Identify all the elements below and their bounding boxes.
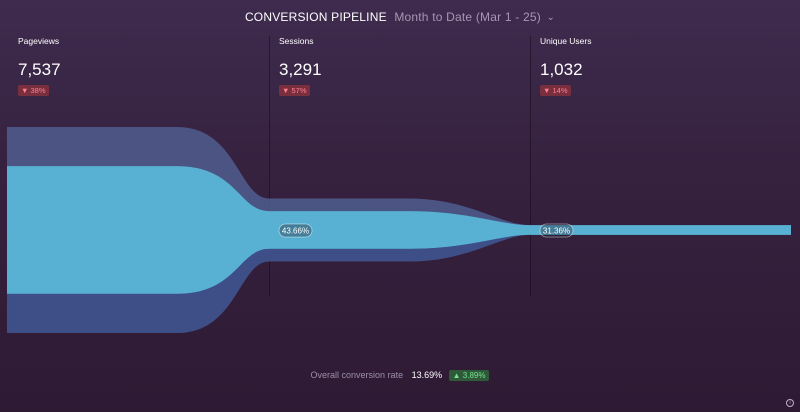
- conversion-label-sessions: 43.66%: [278, 223, 313, 238]
- stage-change-badge: ▼ 57%: [279, 85, 310, 96]
- stage-label: Pageviews: [18, 36, 60, 46]
- stage-change-badge: ▼ 14%: [540, 85, 571, 96]
- conversion-rate-text: 43.66%: [282, 227, 309, 236]
- stage-divider: [269, 36, 270, 296]
- stage-pageviews: Pageviews 7,537 ▼ 38%: [18, 36, 61, 98]
- stage-value: 3,291: [279, 60, 322, 79]
- date-range-selector[interactable]: Month to Date (Mar 1 - 25): [394, 10, 541, 24]
- overall-conversion: Overall conversion rate 13.69% ▲ 3.89%: [0, 370, 800, 381]
- conversion-rate-text: 31.36%: [543, 227, 570, 236]
- funnel-band-lower-shade: [7, 234, 791, 333]
- funnel-band-inner: [7, 166, 791, 294]
- chart-header: CONVERSION PIPELINE Month to Date (Mar 1…: [0, 10, 800, 24]
- stage-sessions: Sessions 3,291 ▼ 57%: [279, 36, 322, 98]
- stage-label: Unique Users: [540, 36, 592, 46]
- stage-unique-users: Unique Users 1,032 ▼ 14%: [540, 36, 592, 98]
- conversion-label-unique-users: 31.36%: [539, 223, 574, 238]
- stage-value: 1,032: [540, 60, 583, 79]
- overall-conversion-rate: 13.69%: [411, 370, 443, 380]
- chevron-down-icon[interactable]: ⌄: [546, 12, 556, 23]
- info-icon[interactable]: i: [786, 399, 794, 407]
- chart-title: CONVERSION PIPELINE: [244, 10, 387, 24]
- stage-label: Sessions: [279, 36, 314, 46]
- stage-divider: [530, 36, 531, 296]
- stage-change-badge: ▼ 38%: [18, 85, 49, 96]
- overall-conversion-change: ▲ 3.89%: [448, 370, 490, 381]
- overall-conversion-label: Overall conversion rate: [310, 370, 404, 380]
- stage-value: 7,537: [18, 60, 61, 79]
